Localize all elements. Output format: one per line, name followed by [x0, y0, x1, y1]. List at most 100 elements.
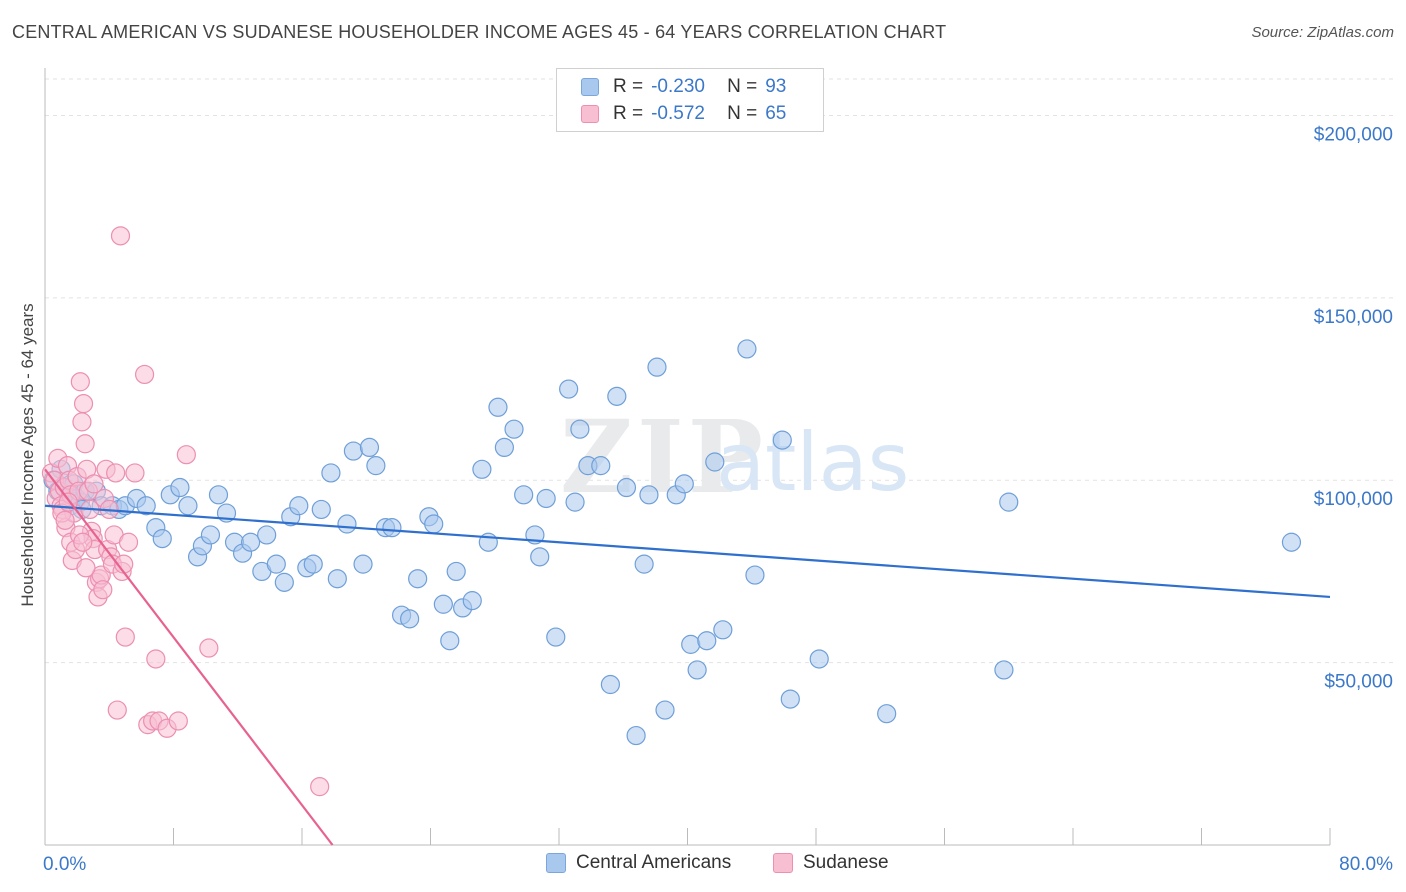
data-point — [343, 441, 363, 461]
data-point — [634, 554, 654, 574]
y-tick-label: $200,000 — [1314, 124, 1393, 145]
data-point — [73, 394, 94, 414]
y-tick-label: $100,000 — [1314, 489, 1393, 510]
data-point — [530, 547, 550, 567]
series-sudanese — [41, 226, 330, 797]
data-point — [146, 649, 166, 669]
data-point — [115, 627, 135, 647]
data-point — [366, 456, 386, 476]
data-point — [106, 463, 126, 483]
y-axis-title: Householder Income Ages 45 - 64 years — [18, 303, 37, 607]
data-point — [408, 569, 428, 589]
data-point — [674, 474, 694, 494]
data-point — [494, 437, 514, 458]
data-point — [274, 572, 294, 592]
data-point — [600, 674, 621, 695]
data-point — [780, 689, 800, 709]
axes — [44, 68, 1331, 846]
x-tick-label-min: 0.0% — [43, 854, 86, 875]
data-point — [136, 496, 156, 516]
gridlines — [45, 78, 1394, 664]
data-point — [607, 386, 627, 406]
data-point — [199, 638, 219, 658]
data-point — [697, 631, 717, 651]
legend-swatch-central-americans — [581, 78, 599, 96]
series-legend: Central Americans Sudanese — [0, 852, 1406, 876]
data-point — [514, 485, 534, 505]
legend-n-label: N = — [727, 76, 758, 97]
data-point — [76, 558, 96, 578]
data-point — [1281, 532, 1302, 552]
data-point — [118, 532, 139, 552]
data-point — [639, 485, 659, 505]
watermark-atlas-text: atlas — [716, 416, 909, 509]
legend-swatch-sudanese — [581, 105, 599, 123]
series-label: Central Americans — [576, 852, 732, 873]
data-point — [713, 620, 733, 640]
data-point — [353, 554, 373, 574]
data-point — [55, 510, 75, 530]
data-point — [737, 339, 757, 359]
series-legend-central-americans[interactable]: Central Americans — [546, 852, 731, 874]
data-point — [178, 496, 198, 516]
chart-title: CENTRAL AMERICAN VS SUDANESE HOUSEHOLDER… — [12, 22, 947, 42]
data-point — [311, 499, 331, 520]
data-point — [504, 419, 524, 439]
data-point — [647, 357, 667, 377]
data-point — [200, 525, 221, 545]
data-point — [303, 554, 323, 574]
data-point — [772, 430, 792, 450]
data-point — [536, 488, 556, 509]
data-point — [73, 532, 93, 552]
data-point — [681, 634, 701, 654]
data-point — [999, 492, 1019, 512]
data-point — [110, 226, 131, 246]
legend-r-value: -0.230 — [651, 76, 705, 97]
watermark: ZIP atlas — [560, 398, 909, 516]
correlation-legend: R = -0.230 N = 93 R = -0.572 N = 65 — [556, 68, 824, 132]
trend-line-central-americans — [44, 504, 1331, 599]
data-point — [84, 474, 104, 494]
series-swatch-sudanese — [773, 853, 793, 873]
data-point — [472, 459, 492, 479]
data-point — [745, 565, 765, 585]
data-point — [809, 649, 829, 669]
trend-lines — [44, 468, 1331, 846]
data-point — [440, 631, 460, 651]
data-point — [359, 437, 380, 458]
data-point — [433, 594, 453, 614]
data-point — [266, 554, 286, 574]
series-swatch-central-americans — [546, 853, 566, 873]
data-point — [591, 456, 611, 476]
legend-r-label: R = — [613, 103, 644, 124]
data-point — [70, 372, 90, 392]
data-point — [257, 525, 277, 545]
legend-n-value: 65 — [765, 103, 787, 124]
legend-row-sudanese: R = -0.572 N = 65 — [581, 101, 786, 127]
data-point — [208, 485, 229, 505]
data-point — [570, 419, 590, 439]
data-point — [626, 725, 646, 746]
data-point — [176, 445, 196, 465]
legend-row-central-americans: R = -0.230 N = 93 — [581, 74, 786, 100]
data-point — [424, 514, 444, 534]
data-point — [107, 700, 127, 720]
series-legend-sudanese[interactable]: Sudanese — [773, 852, 889, 874]
watermark-zip-text: ZIP — [560, 398, 767, 516]
trend-line-sudanese — [44, 468, 334, 846]
data-point — [462, 591, 482, 611]
source-label: Source: ZipAtlas.com — [1251, 24, 1394, 41]
data-point — [321, 463, 341, 483]
data-point — [565, 492, 585, 512]
data-point — [168, 711, 188, 731]
data-point — [559, 379, 579, 399]
data-point — [382, 518, 402, 538]
data-point — [327, 569, 347, 589]
data-point — [75, 434, 95, 454]
legend-r-value: -0.572 — [651, 103, 705, 124]
legend-n-label: N = — [727, 103, 758, 124]
series-label: Sudanese — [803, 852, 889, 873]
data-point — [546, 627, 566, 647]
axis-labels: $50,000 $100,000 $150,000 $200,000 0.0% 80.0% — [43, 124, 1393, 875]
